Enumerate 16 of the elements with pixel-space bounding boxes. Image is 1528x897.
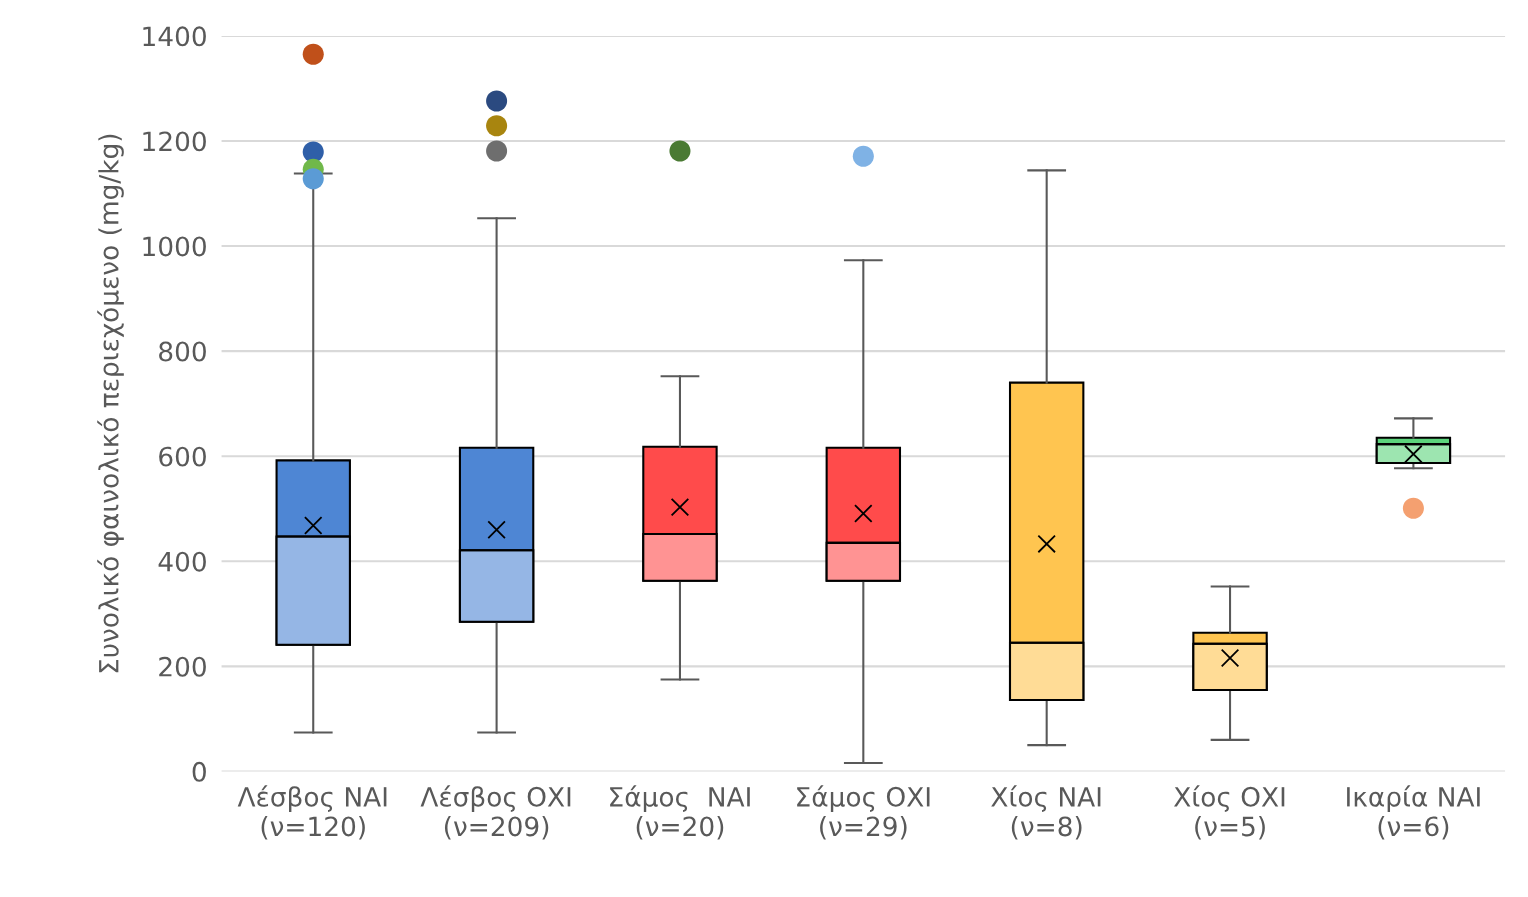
y-tick-label: 1200 bbox=[143, 131, 206, 152]
x-tick-label: Χίος ΝΑΙ (ν=8) bbox=[991, 785, 1101, 840]
y-tick-label: 400 bbox=[158, 551, 206, 572]
y-axis-title: Συνολικό φαινολικό περιεχόμενο (mg/kg) bbox=[97, 134, 124, 673]
y-tick-label: 0 bbox=[192, 761, 206, 782]
x-tick-label: Σάμος ΟΧΙ (ν=29) bbox=[797, 785, 930, 840]
x-tick-label: Λέσβος ΝΑΙ (ν=120) bbox=[237, 785, 387, 840]
y-tick-label: 600 bbox=[159, 446, 206, 467]
y-tick-label: 200 bbox=[159, 656, 206, 677]
x-tick-label: Λέσβος ΟΧΙ (ν=209) bbox=[420, 785, 571, 840]
y-tick-label: 1000 bbox=[143, 236, 206, 257]
x-tick-label: Σάμος ΝΑΙ (ν=20) bbox=[610, 785, 750, 840]
y-tick-label: 800 bbox=[159, 341, 206, 362]
y-tick-label: 1400 bbox=[143, 26, 206, 47]
x-tick-label: Ικαρία ΝΑΙ (ν=6) bbox=[1347, 785, 1480, 840]
x-tick-label: Χίος ΟΧΙ (ν=5) bbox=[1174, 785, 1285, 840]
